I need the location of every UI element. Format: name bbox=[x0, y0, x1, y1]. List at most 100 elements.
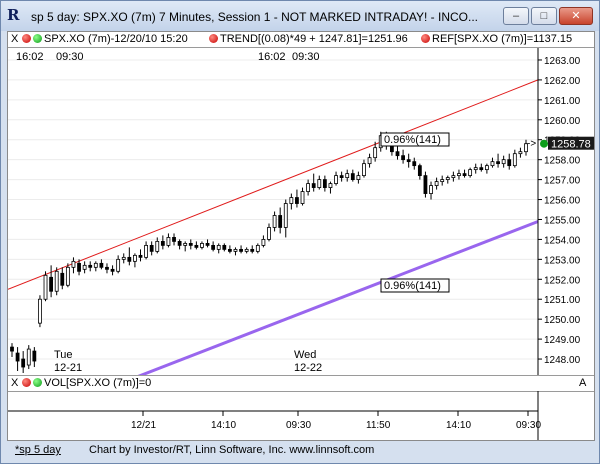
ref-legend-item[interactable]: REF[SPX.XO (7m)]=1137.15 bbox=[421, 33, 572, 45]
price-tick-label: 1261.00 bbox=[544, 96, 581, 107]
date-label: 12-22 bbox=[294, 362, 322, 374]
candle-body bbox=[278, 215, 283, 228]
candle-body bbox=[440, 179, 445, 182]
price-axis[interactable]: 1248.00 1249.00 1250.00 1251.00 1252.00 1253.… bbox=[537, 48, 581, 375]
candle-body bbox=[334, 175, 338, 184]
candle-body bbox=[423, 175, 428, 194]
price-tick-label: 1255.00 bbox=[544, 215, 581, 226]
price-tick-label: 1252.00 bbox=[544, 275, 581, 286]
session-open-label: 09:30 bbox=[292, 51, 320, 63]
candle-body bbox=[255, 244, 260, 252]
upper-trend-line[interactable] bbox=[8, 79, 539, 290]
candle-body bbox=[149, 244, 154, 252]
maximize-button[interactable]: □ bbox=[531, 7, 557, 25]
candle-body bbox=[462, 173, 467, 177]
volume-study-bar: X VOL[SPX.XO (7m)]=0 A bbox=[8, 375, 594, 392]
volume-close-icon: X bbox=[11, 377, 19, 389]
candle-body bbox=[177, 241, 182, 246]
symbol-legend-item[interactable]: SPX.XO (7m)-12/20/10 15:20 bbox=[22, 33, 188, 45]
candle-body bbox=[116, 258, 121, 272]
minimize-button[interactable]: – bbox=[503, 7, 529, 25]
chart-gridlines bbox=[8, 59, 538, 360]
candle-body bbox=[15, 352, 20, 362]
time-tick-label: 11:50 bbox=[366, 420, 391, 431]
candle-body bbox=[484, 165, 489, 171]
candle-body bbox=[289, 197, 294, 204]
trend-legend-item[interactable]: TREND[(0.08)*49 + 1247.81]=1251.96 bbox=[209, 33, 408, 45]
price-tick-label: 1258.00 bbox=[544, 156, 581, 167]
price-tick-label: 1257.00 bbox=[544, 176, 581, 187]
candle-body bbox=[82, 264, 87, 270]
title-bar[interactable]: R sp 5 day: SPX.XO (7m) 7 Minutes, Sessi… bbox=[1, 1, 599, 31]
candle-body bbox=[356, 175, 361, 180]
volume-legend-item[interactable]: VOL[SPX.XO (7m)]=0 bbox=[22, 377, 151, 389]
candle-body bbox=[362, 163, 366, 177]
upper-percent-label: 0.96%(141) bbox=[384, 134, 441, 146]
candle-body bbox=[367, 157, 372, 165]
candle-body bbox=[518, 151, 523, 155]
price-tick-label: 1254.00 bbox=[544, 235, 581, 246]
candle-body bbox=[65, 266, 70, 286]
chart-tab[interactable]: *sp 5 day bbox=[15, 444, 61, 456]
ref-legend-text: REF[SPX.XO (7m)]=1137.15 bbox=[432, 33, 573, 45]
candle-body bbox=[144, 244, 148, 258]
time-tick-label: 12/21 bbox=[131, 420, 156, 431]
price-tick-label: 1249.00 bbox=[544, 335, 581, 346]
candle-body bbox=[211, 244, 216, 250]
candle-body bbox=[457, 173, 461, 177]
minimize-icon: – bbox=[512, 10, 520, 22]
session-close-label: 16:02 bbox=[258, 51, 286, 63]
lower-percent-label: 0.96%(141) bbox=[384, 280, 441, 292]
volume-bar-close-button[interactable]: X bbox=[11, 377, 18, 389]
red-circle-icon bbox=[22, 378, 31, 387]
red-circle-icon bbox=[22, 34, 31, 43]
candle-body bbox=[105, 266, 109, 270]
candle-body bbox=[373, 147, 378, 159]
candle-body bbox=[110, 268, 115, 272]
candle-body bbox=[71, 260, 76, 268]
candle-body bbox=[328, 183, 333, 188]
axis-autoscale-button[interactable]: A bbox=[579, 377, 586, 389]
time-tick-label: 09:30 bbox=[286, 420, 311, 431]
green-circle-icon bbox=[33, 378, 42, 387]
axis-autoscale-label: A bbox=[579, 377, 587, 389]
last-price-arrow: -> bbox=[527, 139, 536, 150]
red-circle-icon bbox=[421, 34, 430, 43]
candle-body bbox=[188, 243, 193, 246]
candle-body bbox=[43, 274, 48, 300]
candle-body bbox=[133, 254, 137, 262]
candle-body bbox=[38, 298, 42, 324]
candle-body bbox=[317, 179, 322, 188]
candle-body bbox=[239, 248, 243, 252]
candle-body bbox=[250, 248, 255, 252]
candle-body bbox=[300, 191, 305, 204]
candle-body bbox=[322, 179, 327, 188]
candle-body bbox=[339, 175, 344, 179]
candle-body bbox=[10, 346, 14, 352]
candle-body bbox=[160, 241, 165, 246]
candle-body bbox=[512, 153, 517, 167]
candle-body bbox=[295, 197, 299, 204]
lower-percent-box[interactable] bbox=[380, 278, 450, 293]
close-window-button[interactable]: ✕ bbox=[559, 7, 593, 25]
price-tick-label: 1256.00 bbox=[544, 196, 581, 207]
price-tick-label: 1250.00 bbox=[544, 315, 581, 326]
session-close-label: 16:02 bbox=[16, 51, 44, 63]
status-bar: *sp 5 day Chart by Investor/RT, Linn Sof… bbox=[7, 441, 595, 461]
chart-credit: Chart by Investor/RT, Linn Software, Inc… bbox=[89, 444, 375, 456]
study-bar-close-button[interactable]: X bbox=[11, 33, 18, 45]
candle-body bbox=[172, 237, 176, 242]
close-icon: ✕ bbox=[571, 10, 581, 22]
time-axis[interactable]: 12/21 14:10 09:30 11:50 14:10 09:30 bbox=[8, 391, 594, 440]
candle-body bbox=[473, 167, 478, 171]
upper-percent-box[interactable] bbox=[380, 132, 450, 147]
candle-body bbox=[406, 159, 411, 163]
price-chart[interactable]: 1248.00 1249.00 1250.00 1251.00 1252.00 1253.… bbox=[8, 48, 594, 375]
candle-body bbox=[417, 165, 422, 177]
investor-rt-app-icon[interactable]: R bbox=[7, 6, 20, 24]
candle-body bbox=[222, 244, 227, 250]
candle-body bbox=[127, 256, 132, 262]
candle-body bbox=[216, 244, 221, 250]
lower-trend-line[interactable] bbox=[8, 220, 539, 375]
